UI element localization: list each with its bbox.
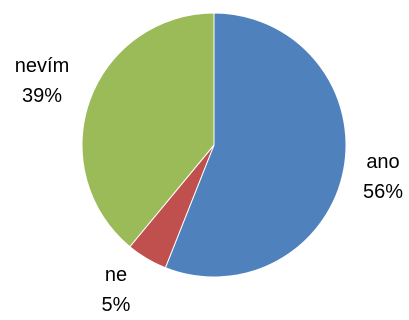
data-label-nevim: nevím 39% <box>15 55 69 107</box>
category-label: ne <box>105 264 127 286</box>
percent-label: 5% <box>102 294 131 316</box>
category-label: nevím <box>15 55 69 77</box>
category-label: ano <box>366 151 399 173</box>
data-label-ano: ano 56% <box>363 151 403 203</box>
pie-slice-nevim <box>81 12 215 248</box>
percent-label: 56% <box>363 181 403 203</box>
data-label-ne: ne 5% <box>102 264 131 316</box>
pie-slice-ano <box>164 12 347 278</box>
percent-label: 39% <box>22 85 62 107</box>
